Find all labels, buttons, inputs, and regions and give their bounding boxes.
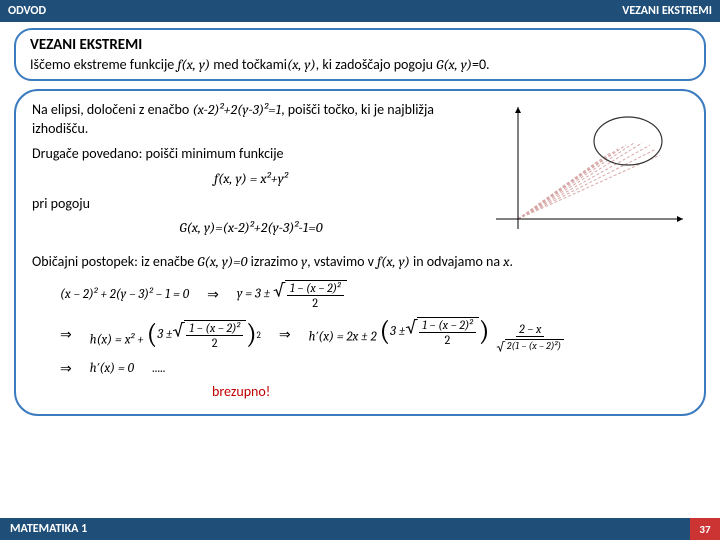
ellipse-diagram: [488, 101, 688, 231]
eq3-den1: 2: [445, 333, 451, 346]
eq3-den2: 2(1 − (x − 2)²): [505, 339, 564, 352]
p1: Na elipsi, določeni z enačbo (x-2)²+2(y-…: [32, 101, 470, 139]
std-d: in odvajamo na: [410, 253, 503, 270]
std-f: f(x, y): [377, 253, 410, 270]
eq1-den: 2: [312, 296, 318, 309]
eq3-num2: 2 − x: [516, 323, 544, 337]
std-dot: .: [510, 253, 514, 270]
eq2-in: 3 ±: [157, 327, 172, 342]
desc-text-2: med točkami: [210, 56, 287, 73]
eq1-rhs: y = 3 ± √1 − (x − 2)²2: [237, 280, 347, 309]
heading-panel: VEZANI EKSTREMI Iščemo ekstreme funkcije…: [14, 28, 706, 81]
eq-row-1: (x − 2)² + 2(y − 3)² − 1 = 0 ⇒ y = 3 ± √…: [60, 280, 688, 309]
eq2-pow: 2: [257, 331, 261, 341]
content-panel: Na elipsi, določeni z enačbo (x-2)²+2(y-…: [14, 89, 706, 416]
eq1-y: y = 3 ±: [237, 286, 270, 301]
std-b: izrazimo: [247, 253, 301, 270]
eq1-num: 1 − (x − 2)²: [287, 282, 344, 296]
std-c: , vstavimo v: [307, 253, 377, 270]
topbar-left: ODVOD: [8, 4, 46, 18]
eq-row-3: ⇒ h′(x) = 0 .....: [60, 360, 688, 377]
fxy-eq: f(x, y) = x²+y²: [32, 170, 470, 189]
desc-text-4: =0.: [472, 56, 490, 73]
footer: MATEMATIKA 1 37: [0, 518, 720, 540]
desc-gxy: G(x, y): [436, 56, 472, 73]
eq3-lhs: h′(x) = 2x ± 2: [309, 329, 377, 344]
gxy-eq: G(x, y)=(x-2)²+2(y-3)²-1=0: [32, 219, 470, 238]
desc-xy: (x, y): [287, 56, 316, 73]
p3: pri pogoju: [32, 195, 470, 214]
p2: Drugače povedano: poišči minimum funkcij…: [32, 145, 470, 164]
eq-row-2: ⇒ h(x) = x² + ( 3 ± √1 − (x − 2)²2 )2 ⇒ …: [60, 317, 688, 352]
eq4: h′(x) = 0: [90, 361, 134, 376]
eq2: h(x) = x² + ( 3 ± √1 − (x − 2)²2 )2: [90, 320, 261, 349]
std-a: Običajni postopek: iz enačbe: [32, 253, 197, 270]
p1a: Na elipsi, določeni z enačbo: [32, 101, 192, 118]
std-g: G(x, y)=0: [197, 253, 247, 270]
arrow-3: ⇒: [60, 360, 72, 377]
eq1-lhs: (x − 2)² + 2(y − 3)² − 1 = 0: [60, 287, 189, 302]
desc-fxy: f(x, y): [177, 56, 210, 73]
content-text: Na elipsi, določeni z enačbo (x-2)²+2(y-…: [32, 101, 470, 244]
panel-title: VEZANI EKSTREMI: [30, 36, 692, 54]
footer-left: MATEMATIKA 1: [10, 522, 87, 536]
eq4-dots: .....: [152, 361, 165, 376]
page-number: 37: [690, 518, 720, 540]
hopeless-label: brezupno!: [212, 383, 688, 400]
standard-procedure: Običajni postopek: iz enačbe G(x, y)=0 i…: [32, 252, 688, 272]
eq2-den: 2: [212, 336, 218, 349]
eq3-num1: 1 − (x − 2)²: [419, 319, 476, 333]
arrow-2b: ⇒: [279, 326, 291, 343]
eq3: h′(x) = 2x ± 2 ( 3 ± √1 − (x − 2)²2 ) 2 …: [309, 317, 564, 352]
eq3-in: 3 ±: [390, 324, 405, 339]
topbar: ODVOD VEZANI EKSTREMI: [0, 0, 720, 22]
topbar-right: VEZANI EKSTREMI: [622, 4, 712, 18]
eq2-lhs: h(x) = x² +: [90, 332, 144, 347]
arrow-2a: ⇒: [60, 326, 72, 343]
desc-text-3: , ki zadoščajo pogoju: [316, 56, 437, 73]
p1eq: (x-2)²+2(y-3)²=1: [192, 101, 281, 118]
panel-desc: Iščemo ekstreme funkcije f(x, y) med toč…: [30, 56, 692, 73]
eq2-num: 1 − (x − 2)²: [186, 322, 243, 336]
arrow-1: ⇒: [207, 286, 219, 303]
desc-text: Iščemo ekstreme funkcije: [30, 56, 177, 73]
